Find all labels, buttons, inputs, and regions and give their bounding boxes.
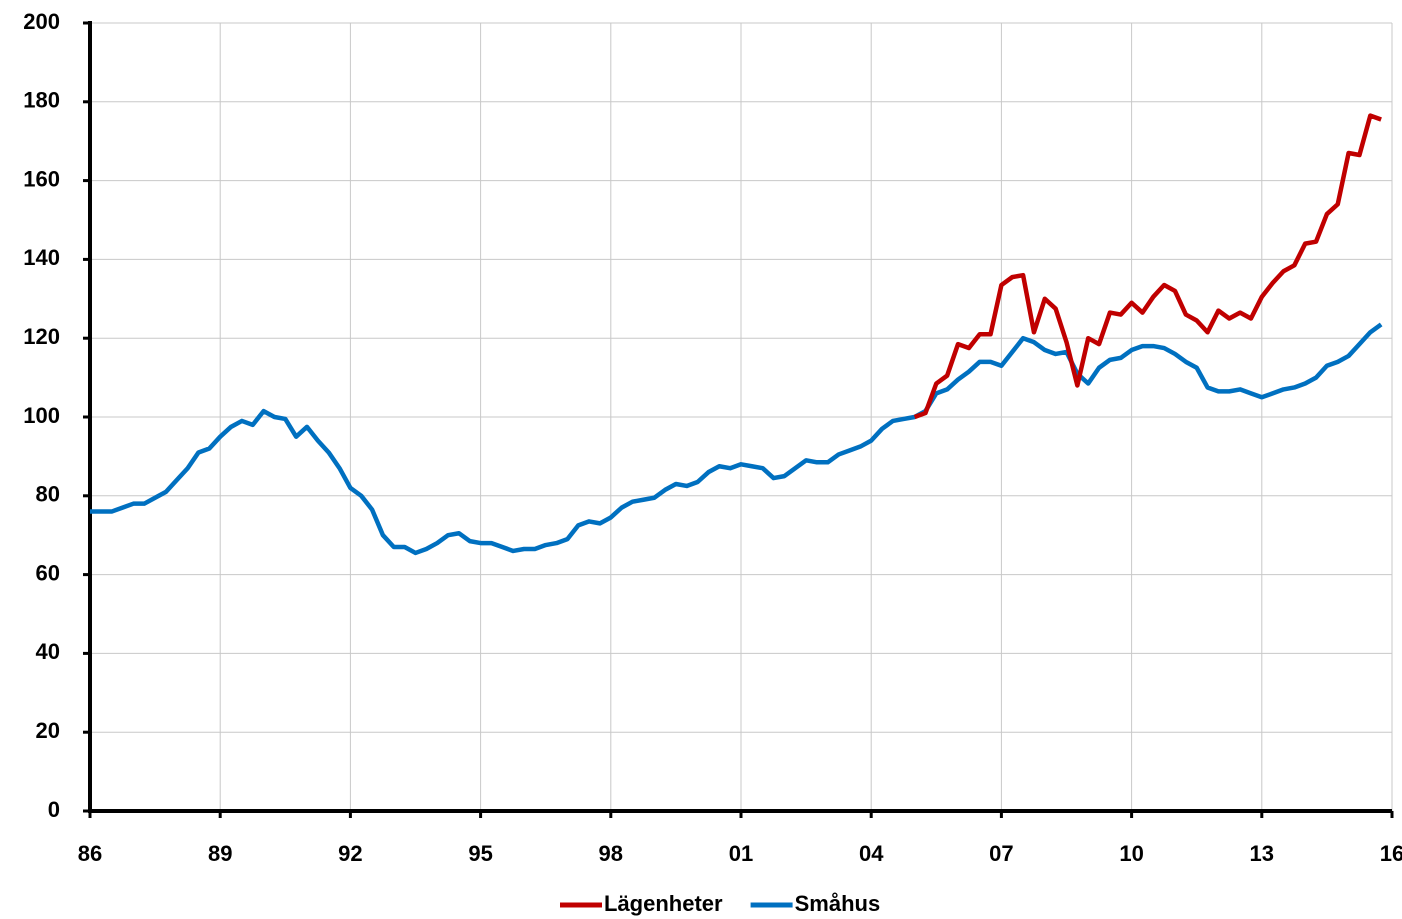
x-tick-label: 95 (468, 841, 492, 866)
y-tick-label: 120 (23, 324, 60, 349)
x-tick-label: 98 (599, 841, 623, 866)
y-tick-label: 60 (36, 560, 60, 585)
y-tick-label: 180 (23, 88, 60, 113)
x-tick-label: 86 (78, 841, 102, 866)
x-tick-label: 01 (729, 841, 753, 866)
y-tick-label: 200 (23, 9, 60, 34)
line-series (90, 322, 1383, 556)
x-tick-label: 16 (1380, 841, 1402, 866)
legend-label: Småhus (795, 891, 881, 916)
y-tick-label: 80 (36, 482, 60, 507)
legend-label: Lägenheter (604, 891, 723, 916)
x-tick-label: 04 (859, 841, 884, 866)
y-tick-label: 20 (36, 718, 60, 743)
x-tick-label: 92 (338, 841, 362, 866)
y-tick-label: 100 (23, 403, 60, 428)
y-tick-label: 140 (23, 245, 60, 270)
line-series (913, 113, 1382, 420)
x-tick-label: 13 (1250, 841, 1274, 866)
x-tick-label: 07 (989, 841, 1013, 866)
y-tick-label: 0 (48, 797, 60, 822)
y-tick-label: 40 (36, 639, 60, 664)
y-tick-label: 160 (23, 166, 60, 191)
x-tick-label: 10 (1119, 841, 1143, 866)
x-tick-label: 89 (208, 841, 232, 866)
